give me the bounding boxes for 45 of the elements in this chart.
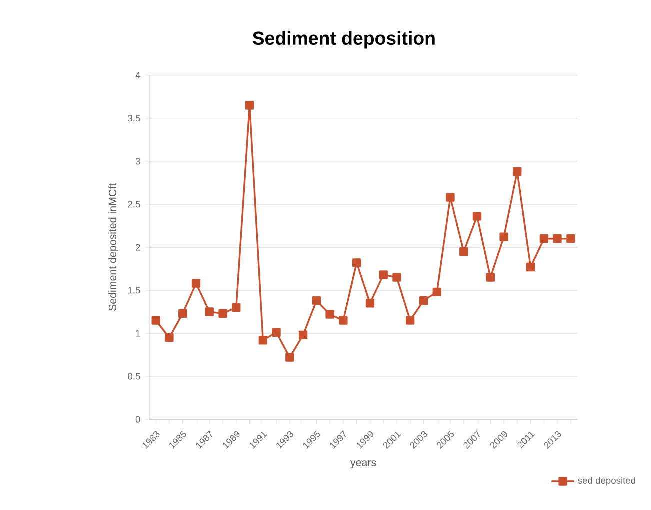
point <box>272 328 281 338</box>
point <box>500 232 508 242</box>
chart-title: Sediment deposition <box>252 32 435 49</box>
point <box>540 234 549 244</box>
point <box>152 316 160 326</box>
y-tick-label: 0 <box>136 416 140 424</box>
point <box>406 316 415 326</box>
point <box>446 193 455 202</box>
point <box>232 304 241 312</box>
point <box>460 248 468 256</box>
point <box>352 258 362 268</box>
x-axis-title: years <box>350 460 376 469</box>
point <box>513 168 522 176</box>
point <box>326 310 334 320</box>
point <box>566 234 576 244</box>
y-tick-label: 4 <box>136 72 140 79</box>
point <box>432 288 442 297</box>
y-axis-title: Sediment deposited inMCft <box>108 184 119 312</box>
point <box>312 296 322 306</box>
point <box>419 296 428 306</box>
point <box>486 273 495 282</box>
point <box>192 279 201 288</box>
y-tick-label: 2 <box>136 244 140 251</box>
point <box>472 212 482 222</box>
point <box>178 310 188 318</box>
point <box>553 234 562 244</box>
point <box>258 336 268 345</box>
point <box>379 270 388 280</box>
point <box>165 334 174 342</box>
y-tick-label: 1 <box>136 330 140 337</box>
point <box>218 310 228 318</box>
point <box>245 101 254 110</box>
y-tick-label: 3.5 <box>128 115 140 122</box>
y-tick-label: 1.5 <box>128 287 140 294</box>
point <box>205 308 214 317</box>
y-tick-label: 2.5 <box>128 201 140 208</box>
y-tick-label: 0.5 <box>128 373 140 380</box>
point <box>339 316 348 326</box>
point <box>392 273 402 282</box>
point <box>298 331 308 340</box>
point <box>286 353 294 362</box>
legend-label: sed deposited <box>578 477 636 486</box>
point <box>366 299 375 308</box>
y-tick-label: 3 <box>136 158 140 165</box>
point <box>526 263 536 272</box>
